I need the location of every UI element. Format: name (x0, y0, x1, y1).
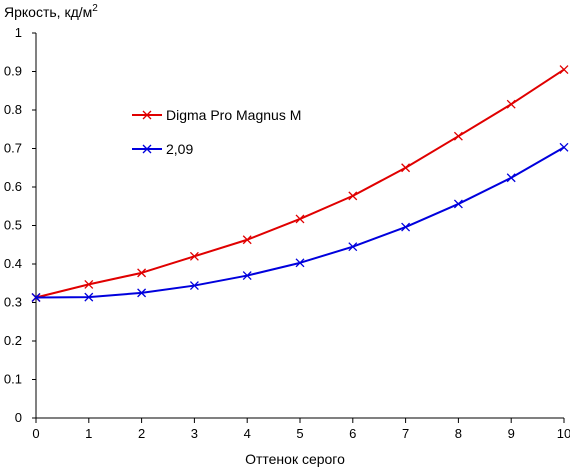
y-tick-label: 0.8 (4, 102, 22, 117)
x-tick-label: 0 (32, 426, 39, 441)
axes (35, 33, 564, 419)
x-ticks: 0 1 2 3 4 5 6 7 8 9 10 (32, 418, 570, 441)
y-axis-title-text: Яркость, кд/м (4, 4, 92, 20)
data-point (189, 281, 199, 291)
data-point (453, 199, 463, 209)
y-tick-label: 1 (15, 25, 22, 40)
x-tick-label: 8 (455, 426, 462, 441)
x-tick-label: 2 (138, 426, 145, 441)
y-tick-label: 0.3 (4, 295, 22, 310)
x-tick-label: 5 (296, 426, 303, 441)
data-point (559, 142, 569, 152)
x-tick-label: 10 (557, 426, 570, 441)
data-point (348, 242, 358, 252)
data-point (84, 279, 94, 289)
series-1 (31, 65, 569, 302)
y-tick-label: 0.4 (4, 256, 22, 271)
y-tick-label: 0.6 (4, 179, 22, 194)
series-line (35, 146, 565, 299)
y-axis-title: Яркость, кд/м2 (4, 3, 98, 20)
data-point (31, 293, 41, 302)
data-point (137, 268, 147, 278)
data-point (295, 214, 305, 224)
series-layer (31, 65, 569, 302)
x-axis-title: Оттенок серого (245, 451, 345, 467)
legend-entry-2: 2,09 (132, 141, 193, 157)
x-tick-label: 9 (508, 426, 515, 441)
x-tick-label: 4 (244, 426, 251, 441)
series-2 (31, 142, 569, 302)
legend-marker (142, 144, 152, 154)
y-tick-label: 0.1 (4, 372, 22, 387)
y-tick-label: 0 (15, 410, 22, 425)
data-point (295, 258, 305, 268)
x-tick-label: 7 (402, 426, 409, 441)
legend-label: 2,09 (166, 141, 193, 157)
data-point (189, 251, 199, 261)
data-point (84, 292, 94, 302)
data-point (242, 235, 252, 245)
data-point (453, 131, 463, 141)
y-tick-label: 0.2 (4, 333, 22, 348)
y-tick-label: 0.7 (4, 141, 22, 156)
x-tick-label: 1 (85, 426, 92, 441)
y-axis-title-superscript: 2 (92, 3, 98, 14)
x-tick-label: 3 (191, 426, 198, 441)
legend-marker (142, 110, 152, 120)
data-point (137, 288, 147, 298)
x-tick-label: 6 (349, 426, 356, 441)
legend-label: Digma Pro Magnus M (166, 107, 301, 123)
data-point (401, 222, 411, 232)
data-point (506, 99, 516, 109)
data-point (401, 163, 411, 173)
y-tick-label: 0.5 (4, 218, 22, 233)
y-ticks: 0 0.1 0.2 0.3 0.4 0.5 0.6 0.7 0.8 0.9 1 (4, 25, 36, 425)
legend: Digma Pro Magnus M 2,09 (132, 107, 301, 157)
y-tick-label: 0.9 (4, 64, 22, 79)
data-point (506, 173, 516, 183)
data-point (559, 65, 569, 75)
data-point (242, 271, 252, 281)
legend-entry-1: Digma Pro Magnus M (132, 107, 301, 123)
data-point (348, 191, 358, 201)
